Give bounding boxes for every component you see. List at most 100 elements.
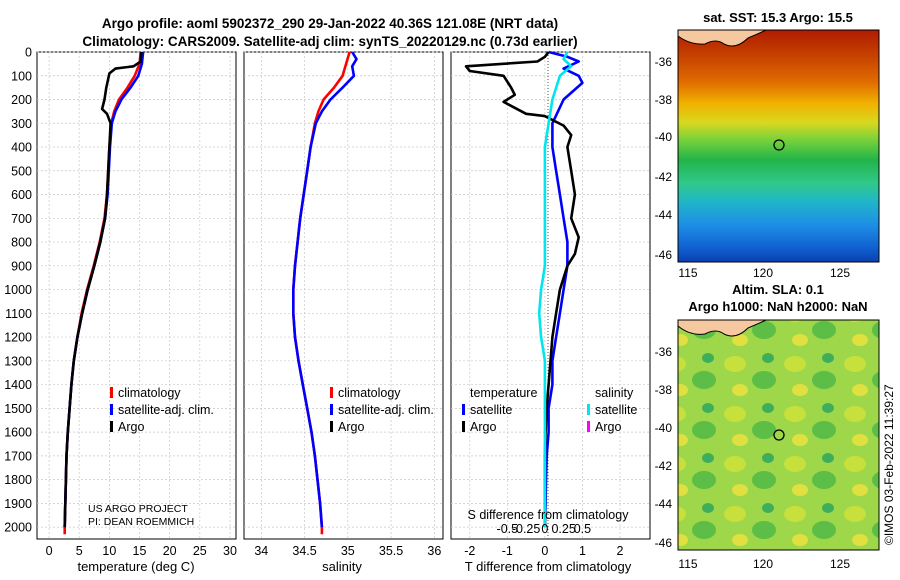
salinity-legend: climatology satellite-adj. clim. Argo <box>330 386 434 434</box>
legend-swatch-argo <box>110 421 113 432</box>
temperature-axis-label: temperature (deg C) <box>77 559 194 574</box>
y-tick-label: 1400 <box>4 378 32 392</box>
y-tick-label: 900 <box>11 259 32 273</box>
sst-lat-label: -44 <box>655 208 673 222</box>
x-tick-label: 15 <box>133 544 147 558</box>
y-tick-label: 400 <box>11 141 32 155</box>
sst-map: sat. SST: 15.3 Argo: 15.5 -36 -38 -40 -4… <box>655 10 880 280</box>
s-tick-label: 0 <box>541 522 548 536</box>
y-tick-label: 2000 <box>4 521 32 535</box>
y-tick-label: 1600 <box>4 426 32 440</box>
y-tick-label: 1100 <box>5 307 32 321</box>
s-tick-label: 0.25 <box>551 522 575 536</box>
legend-t-satellite: satellite <box>470 403 512 417</box>
x-tick-label: 36 <box>427 544 441 558</box>
sla-lat-label: -42 <box>655 459 673 473</box>
legend-swatch-climatology <box>110 387 113 398</box>
sla-lat-label: -40 <box>655 421 673 435</box>
difference-panel: -2 -1 0 1 2 -0.5-0.25 0 0.250.5 S difference f… <box>450 50 651 574</box>
sst-lon-label: 120 <box>753 266 773 280</box>
legend-swatch-satellite <box>110 404 113 415</box>
t-difference-axis-label: T difference from climatology <box>465 559 632 574</box>
x-tick-label: 35.5 <box>379 544 403 558</box>
sla-land <box>677 319 767 337</box>
salinity-axis-label: salinity <box>322 559 362 574</box>
sst-lon-label: 125 <box>830 266 850 280</box>
series-line-satellite-adj-clim- <box>292 51 358 528</box>
project-credit: US ARGO PROJECT <box>88 503 188 515</box>
y-tick-label: 700 <box>11 212 32 226</box>
legend-temperature-heading: temperature <box>470 386 537 400</box>
x-tick-label: 34.5 <box>292 544 316 558</box>
t-difference-axis-labels: -2 -1 0 1 2 <box>464 544 623 558</box>
x-tick-label: 2 <box>616 544 623 558</box>
y-tick-label: 1800 <box>4 473 32 487</box>
s-tick-label: -0.5 <box>497 522 519 536</box>
series-line-salinity-satellite <box>537 51 573 528</box>
x-tick-label: 0 <box>541 544 548 558</box>
y-tick-label: 1300 <box>4 354 32 368</box>
y-tick-label: 300 <box>11 117 32 131</box>
sla-map: Altim. SLA: 0.1 Argo h1000: NaN h2000: N… <box>655 282 880 571</box>
sla-map-title-2: Argo h1000: NaN h2000: NaN <box>688 299 867 314</box>
sla-lon-label: 120 <box>753 557 773 571</box>
legend-swatch-s-satellite <box>587 404 590 415</box>
s-tick-label: -0.25 <box>512 522 541 536</box>
salinity-panel: 34 34.5 35 35.5 36 salinity climatology sate… <box>243 51 444 574</box>
sla-lat-label: -38 <box>655 383 673 397</box>
y-tick-label: 1900 <box>4 497 32 511</box>
x-tick-label: 10 <box>102 544 116 558</box>
temperature-axis-labels: 0 5 10 15 20 25 30 <box>46 544 237 558</box>
temperature-legend: climatology satellite-adj. clim. Argo <box>110 386 214 434</box>
legend-climatology: climatology <box>118 386 181 400</box>
legend-t-argo: Argo <box>470 420 496 434</box>
y-tick-label: 500 <box>11 164 32 178</box>
title-line-1: Argo profile: aoml 5902372_290 29-Jan-20… <box>102 16 558 31</box>
x-tick-label: 5 <box>76 544 83 558</box>
difference-grid <box>451 51 650 539</box>
x-tick-label: 20 <box>163 544 177 558</box>
s-difference-axis-labels: -0.5-0.25 0 0.250.5 <box>497 522 592 536</box>
x-tick-label: 30 <box>223 544 237 558</box>
sst-map-title: sat. SST: 15.3 Argo: 15.5 <box>703 10 853 25</box>
depth-axis-labels: 0 100 200 300 400 500 600 700 800 900 1000 1100 1200… <box>4 46 32 535</box>
x-tick-label: 1 <box>579 544 586 558</box>
sst-lon-label: 115 <box>678 266 697 280</box>
y-tick-label: 100 <box>11 69 32 83</box>
sst-lat-label: -38 <box>655 93 673 107</box>
salinity-series <box>292 51 358 535</box>
legend-salinity-heading: salinity <box>595 386 634 400</box>
sla-lat-label: -46 <box>655 536 673 550</box>
difference-legend: temperature satellite Argo salinity sate… <box>462 386 637 434</box>
sla-lon-label: 115 <box>678 557 697 571</box>
legend-swatch-climatology <box>330 387 333 398</box>
sla-lat-label: -36 <box>655 345 673 359</box>
legend-swatch-t-argo <box>462 421 465 432</box>
sla-lat-label: -44 <box>655 497 673 511</box>
pi-credit: PI: DEAN ROEMMICH <box>88 516 194 528</box>
sla-field <box>678 320 879 550</box>
temperature-series <box>63 51 145 535</box>
legend-s-satellite: satellite <box>595 403 637 417</box>
series-line-argo <box>63 51 143 528</box>
legend-swatch-satellite <box>330 404 333 415</box>
s-difference-axis-label: S difference from climatology <box>468 508 630 522</box>
sst-lat-label: -36 <box>655 55 673 69</box>
legend-swatch-argo <box>330 421 333 432</box>
sst-field <box>678 30 879 262</box>
y-tick-label: 800 <box>11 236 32 250</box>
series-line-temperature-argo <box>464 51 580 528</box>
sst-lat-label: -46 <box>655 248 673 262</box>
x-tick-label: -1 <box>502 544 513 558</box>
legend-argo: Argo <box>118 420 144 434</box>
s-tick-label: 0.5 <box>574 522 591 536</box>
legend-satellite: satellite-adj. clim. <box>118 403 214 417</box>
y-tick-label: 1000 <box>4 283 32 297</box>
sla-map-title-1: Altim. SLA: 0.1 <box>732 282 824 297</box>
y-tick-label: 600 <box>11 188 32 202</box>
legend-satellite: satellite-adj. clim. <box>338 403 434 417</box>
y-tick-label: 1700 <box>4 449 32 463</box>
temperature-panel: 0100200300400500600700800900100011001200… <box>4 46 237 575</box>
y-tick-label: 1500 <box>4 402 32 416</box>
